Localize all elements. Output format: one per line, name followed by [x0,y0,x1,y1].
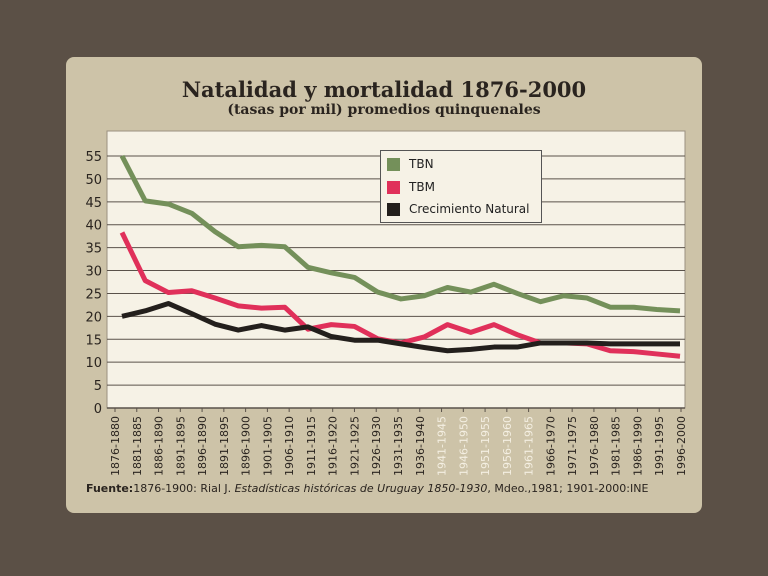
x-tick-label: 1876-1880 [109,416,122,476]
x-tick-label: 1921-1925 [348,416,361,476]
y-tick-label: 10 [85,356,102,371]
x-tick-label: 1951-1955 [479,416,492,476]
x-tick-label: 1906-1910 [283,416,296,476]
legend-swatch [387,157,400,171]
x-tick-label: 1976-1980 [588,416,601,476]
legend-label: Crecimiento Natural [409,202,530,216]
source-label: Fuente: [86,482,134,495]
x-tick-label: 1916-1920 [327,416,340,476]
x-tick-label: 1961-1965 [523,416,536,476]
legend-label: TBN [409,157,434,171]
source-note: Fuente:1876-1900: Rial J. Estadísticas h… [86,482,648,495]
y-tick-label: 55 [85,150,102,165]
x-tick-label: 1911-1915 [305,416,318,476]
x-tick-label: 1941-1945 [436,416,449,476]
y-tick-label: 0 [94,402,102,417]
y-tick-label: 20 [85,310,102,325]
legend-item-tbm: TBM [387,180,435,194]
x-tick-label: 1901-1905 [261,416,274,476]
y-tick-label: 15 [85,333,102,348]
x-tick-label: 1986-1990 [631,416,644,476]
y-tick-label: 25 [85,287,102,302]
legend-item-tbn: TBN [387,157,434,171]
x-tick-label: 1896-1900 [240,416,253,476]
x-tick-label: 1891-1895 [174,416,187,476]
legend: TBN TBM Crecimiento Natural [380,150,542,223]
chart-subtitle: (tasas por mil) promedios quinquenales [227,102,541,118]
line-chart: 0 5 10 15 20 25 30 35 40 45 50 55 1876-1880 1881-1885… [85,130,688,476]
x-tick-label: 1966-1970 [544,416,557,476]
source-title: Estadísticas históricas de Uruguay 1850-… [234,482,488,495]
x-tick-label: 1891-1895 [218,416,231,476]
chart-panel: Natalidad y mortalidad 1876-2000 (tasas … [66,57,702,513]
x-tick-label: 1881-1885 [131,416,144,476]
x-tick-label: 1926-1930 [370,416,383,476]
legend-swatch [387,202,400,216]
x-tick-label: 1931-1935 [392,416,405,476]
x-tick-label: 1956-1960 [501,416,514,476]
y-tick-label: 50 [85,173,102,188]
x-tick-label: 1981-1985 [610,416,623,476]
x-tick-label: 1886-1890 [153,416,166,476]
x-tick-label: 1896-1890 [196,416,209,476]
x-tick-label: 1946-1950 [457,416,470,476]
source-text: 1876-1900: Rial J. [133,482,235,495]
x-tick-label: 1991-1995 [653,416,666,476]
series-line-crecimiento-natural [121,301,680,354]
y-tick-label: 30 [85,265,102,280]
y-tick-label: 5 [94,379,102,394]
y-tick-label: 45 [85,196,102,211]
x-tick-label: 1971-1975 [566,416,579,476]
chart-title: Natalidad y mortalidad 1876-2000 [181,77,587,102]
series-line-tbn [119,154,681,314]
legend-swatch [387,180,400,194]
x-tick-label: 1996-2000 [675,416,688,476]
y-tick-label: 40 [85,219,102,234]
legend-item-crecimiento: Crecimiento Natural [387,202,530,216]
y-tick-label: 35 [85,242,102,257]
legend-label: TBM [409,180,435,194]
source-text: , Mdeo.,1981; 1901-2000:INE [487,482,649,495]
x-tick-label: 1936-1940 [414,416,427,476]
